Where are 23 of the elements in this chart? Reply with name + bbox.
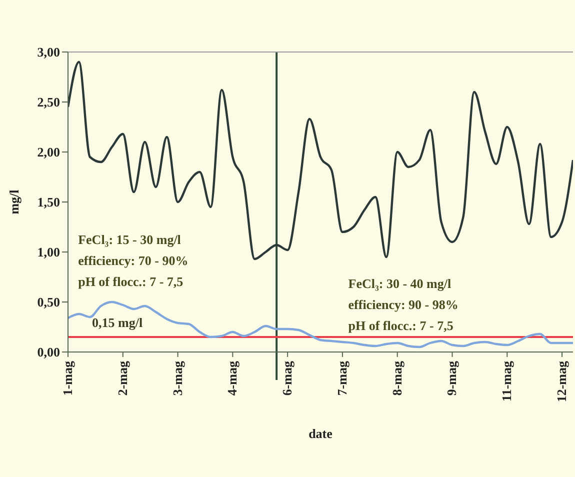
x-tick-label: 7-mag [334,360,350,396]
x-axis-title: date [308,426,333,441]
x-tick-label: 8-mag [389,360,404,396]
annotation: FeCl₃: 30 - 40 mg/l efficiency: 90 - 98% pH of flocc.: 7 - 7,5 [348,276,458,334]
y-tick-label: 2,00 [37,144,60,160]
y-tick-label: 3,00 [37,44,60,60]
y-tick-label: 1,00 [37,244,60,260]
x-tick-label: 9-mag [444,360,460,396]
y-tick-label: 1,50 [37,194,60,210]
x-tick-label: 3-mag [170,360,185,396]
y-tick-label: 2,50 [37,94,60,110]
annotation: FeCl₃: 15 - 30 mg/l efficiency: 70 - 90% pH of flocc.: 7 - 7,5 [78,232,188,289]
y-axis-title: mg/l [6,189,22,214]
x-tick-label: 4-mag [224,360,240,396]
x-tick-label: 1-mag [60,360,75,396]
x-tick-label: 6-mag [280,360,295,396]
y-tick-label: 0,00 [37,344,60,360]
ref-line-label: 0,15 mg/l [92,315,143,330]
line-series [68,300,573,348]
y-tick-label: 0,50 [37,294,60,310]
x-tick-label: 12-mag [554,360,570,402]
x-tick-label: 11-mag [499,360,514,402]
x-tick-label: 2-mag [114,360,130,396]
